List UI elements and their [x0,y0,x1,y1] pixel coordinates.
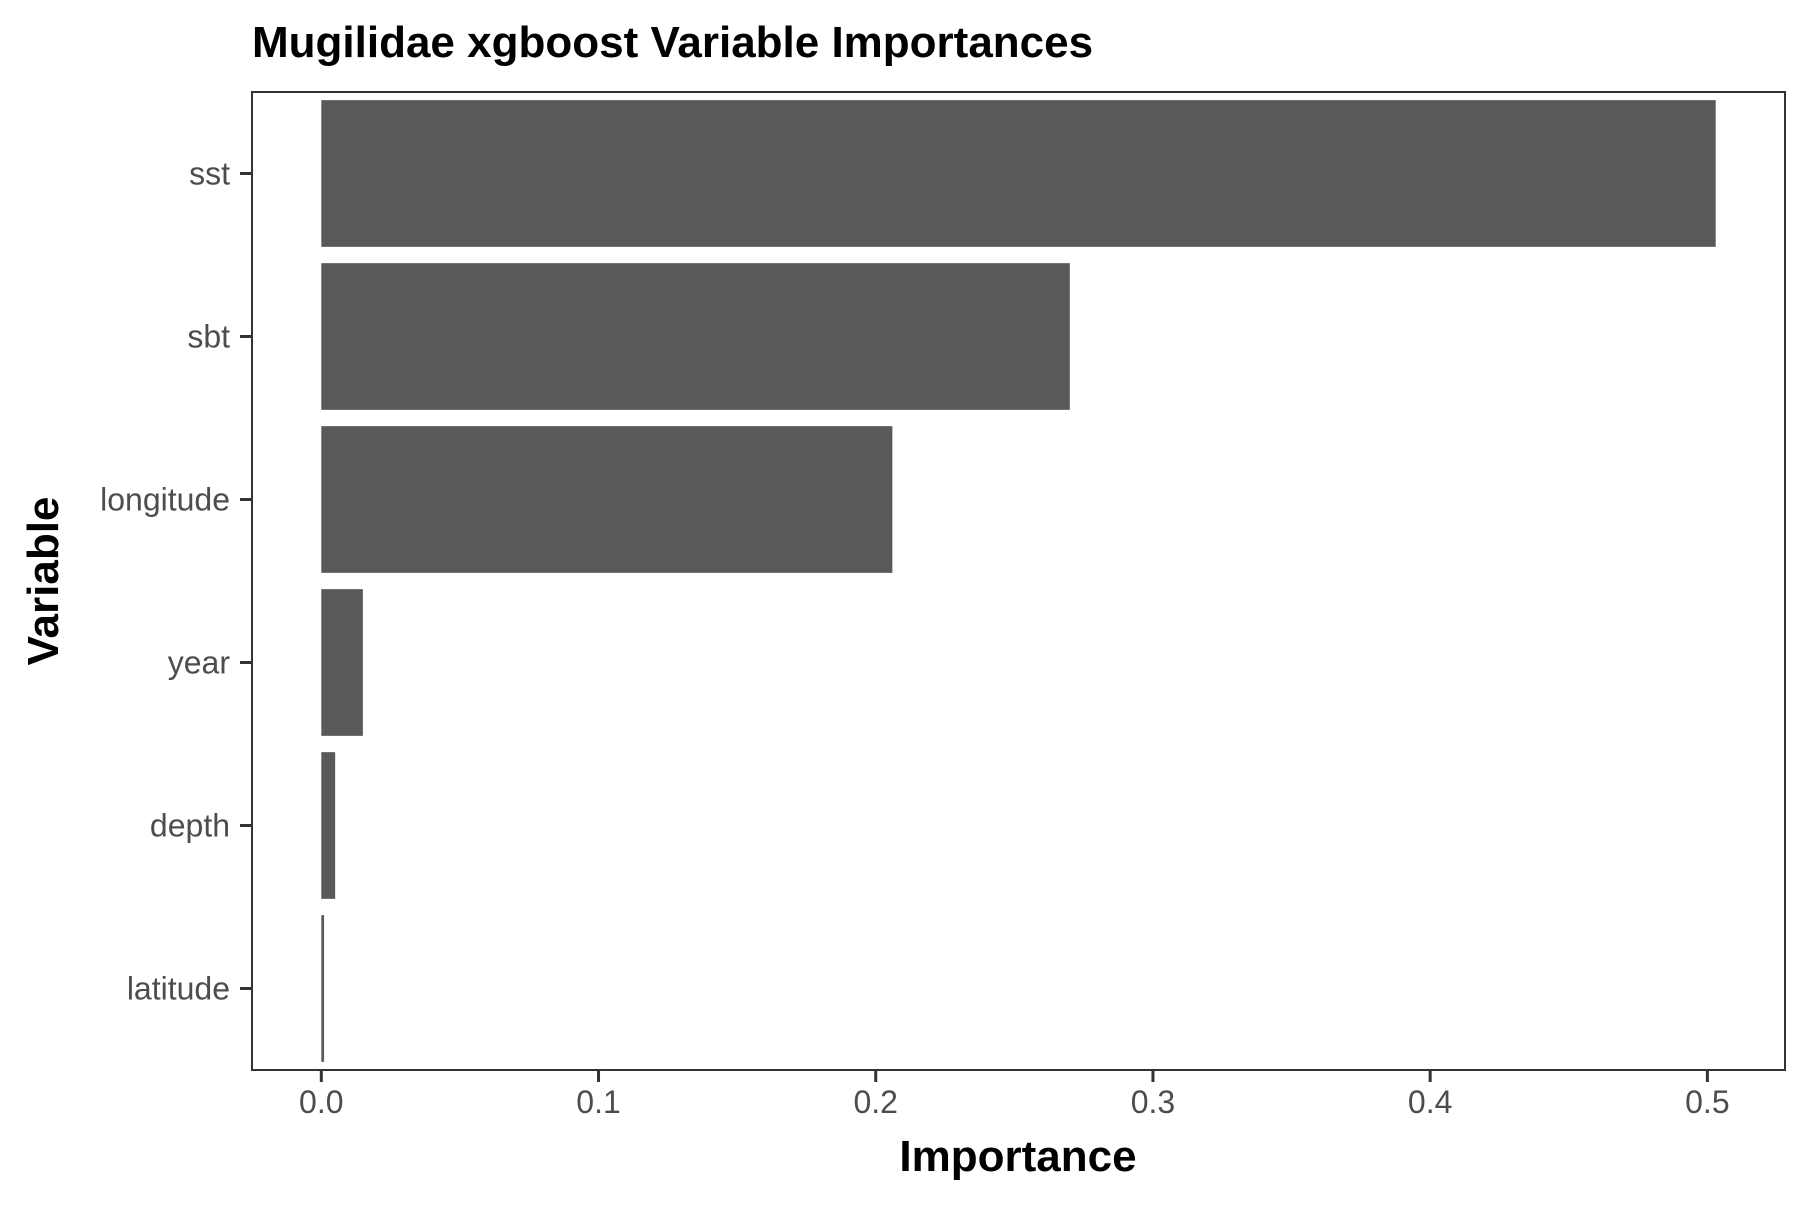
y-tick-label: latitude [127,971,230,1007]
bar-sbt [321,263,1070,410]
bar-longitude [321,426,893,573]
bar-latitude [321,915,325,1062]
plot-panel-border [251,91,1786,1071]
bar-depth [321,752,336,899]
y-tick-label: year [168,645,231,681]
x-tick-label: 0.3 [1131,1084,1175,1120]
x-tick-label: 0.1 [576,1084,620,1120]
y-tick-label: depth [150,808,230,844]
y-axis: sst sbt longitude year depth latitude [100,156,252,1007]
x-tick-label: 0.5 [1685,1084,1729,1120]
x-tick-label: 0.2 [853,1084,897,1120]
bars-layer [321,100,1716,1062]
y-tick-label: longitude [100,482,230,518]
chart-title: Mugilidae xgboost Variable Importances [252,18,1093,67]
bar-sst [321,100,1716,247]
x-axis-title: Importance [899,1132,1136,1181]
y-tick-label: sbt [187,319,230,355]
x-tick-label: 0.0 [299,1084,343,1120]
x-tick-label: 0.4 [1408,1084,1452,1120]
y-tick-label: sst [189,156,230,192]
bar-year [321,589,363,736]
x-axis: 0.0 0.1 0.2 0.3 0.4 0.5 [299,1070,1730,1120]
y-axis-title: Variable [19,497,68,666]
